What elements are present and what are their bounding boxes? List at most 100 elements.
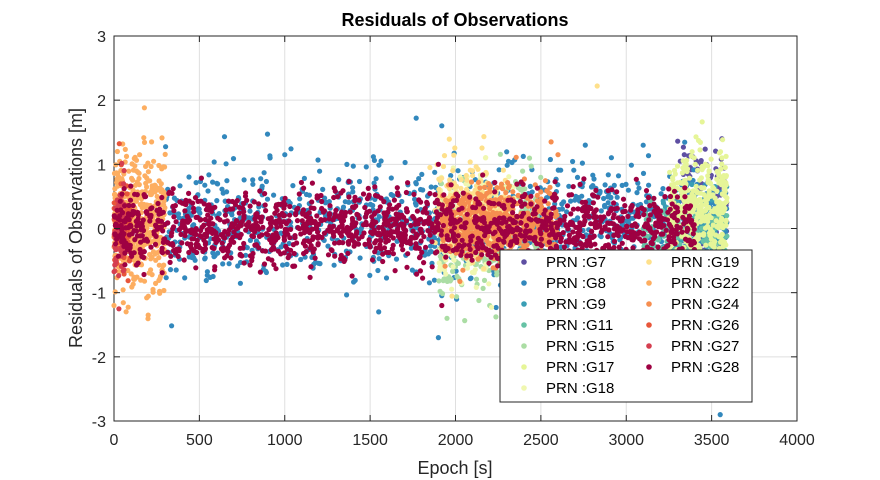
data-point xyxy=(486,181,492,187)
data-point xyxy=(138,277,144,283)
data-point xyxy=(500,167,506,173)
data-point xyxy=(312,259,319,265)
data-point xyxy=(158,189,164,195)
data-point xyxy=(718,166,724,172)
data-point xyxy=(296,191,302,197)
data-point xyxy=(159,135,165,141)
data-point xyxy=(459,205,465,211)
data-point xyxy=(481,277,488,283)
data-point xyxy=(431,235,437,241)
data-point xyxy=(150,289,156,295)
data-point xyxy=(429,239,435,245)
data-point xyxy=(698,214,704,220)
data-point xyxy=(651,195,657,201)
data-point xyxy=(455,233,461,239)
data-point xyxy=(482,232,488,239)
data-point xyxy=(153,280,159,286)
data-point xyxy=(121,186,127,192)
data-point xyxy=(197,210,203,216)
data-point xyxy=(577,181,583,187)
data-point xyxy=(298,179,304,186)
data-point xyxy=(369,230,375,236)
data-point xyxy=(558,167,564,173)
data-point xyxy=(443,254,449,260)
data-point xyxy=(692,161,698,167)
data-point xyxy=(205,188,211,194)
data-point xyxy=(202,255,208,261)
data-point xyxy=(331,262,337,268)
data-point xyxy=(394,185,400,191)
data-point xyxy=(143,193,149,200)
data-point xyxy=(416,176,422,182)
data-point xyxy=(261,170,267,176)
data-point xyxy=(702,146,708,152)
data-point xyxy=(390,251,396,257)
data-point xyxy=(448,182,454,188)
data-point xyxy=(711,244,717,250)
data-point xyxy=(628,162,635,168)
data-point xyxy=(141,139,148,145)
data-point xyxy=(363,219,369,225)
data-point xyxy=(243,252,249,258)
data-point xyxy=(221,134,228,140)
data-point xyxy=(247,237,253,243)
data-point xyxy=(527,183,533,189)
data-point xyxy=(598,208,604,214)
data-point xyxy=(611,182,617,188)
data-point xyxy=(111,170,118,176)
data-point xyxy=(317,261,323,267)
data-point xyxy=(619,182,625,188)
data-point xyxy=(219,186,225,192)
data-point xyxy=(327,203,333,209)
data-point xyxy=(186,205,192,212)
data-point xyxy=(694,197,700,203)
data-point xyxy=(719,175,725,181)
data-point xyxy=(121,168,127,174)
data-point xyxy=(714,176,720,182)
data-point xyxy=(708,229,714,235)
data-point xyxy=(156,277,162,283)
data-point xyxy=(286,218,292,224)
data-point xyxy=(570,206,577,212)
data-point xyxy=(504,162,510,168)
data-point xyxy=(575,215,581,221)
data-point xyxy=(132,163,138,169)
data-point xyxy=(722,164,728,171)
data-point xyxy=(119,160,125,166)
data-point xyxy=(464,265,470,271)
data-point xyxy=(597,190,603,196)
data-point xyxy=(116,141,122,147)
data-point xyxy=(231,229,237,235)
data-point xyxy=(643,199,650,205)
data-point xyxy=(467,246,473,252)
data-point xyxy=(163,144,169,150)
data-point xyxy=(432,169,438,175)
data-point xyxy=(447,208,453,214)
data-point xyxy=(714,210,721,216)
data-point xyxy=(674,180,681,186)
data-point xyxy=(701,191,707,198)
data-point xyxy=(645,194,652,201)
data-point xyxy=(625,213,631,219)
data-point xyxy=(380,258,386,265)
data-point xyxy=(161,287,167,294)
data-point xyxy=(132,237,138,243)
data-point xyxy=(695,242,702,248)
data-point xyxy=(571,167,577,173)
data-point xyxy=(682,185,688,191)
data-point xyxy=(388,175,394,181)
data-point xyxy=(436,176,442,182)
data-point xyxy=(136,182,142,188)
data-point xyxy=(169,190,175,196)
data-point xyxy=(309,199,315,205)
data-point xyxy=(264,131,271,137)
data-point xyxy=(230,156,237,162)
data-point xyxy=(705,163,711,169)
data-point xyxy=(698,158,704,164)
data-point xyxy=(443,247,449,254)
data-point xyxy=(522,186,528,192)
data-point xyxy=(149,139,155,145)
data-point xyxy=(718,233,724,239)
data-point xyxy=(496,167,502,173)
